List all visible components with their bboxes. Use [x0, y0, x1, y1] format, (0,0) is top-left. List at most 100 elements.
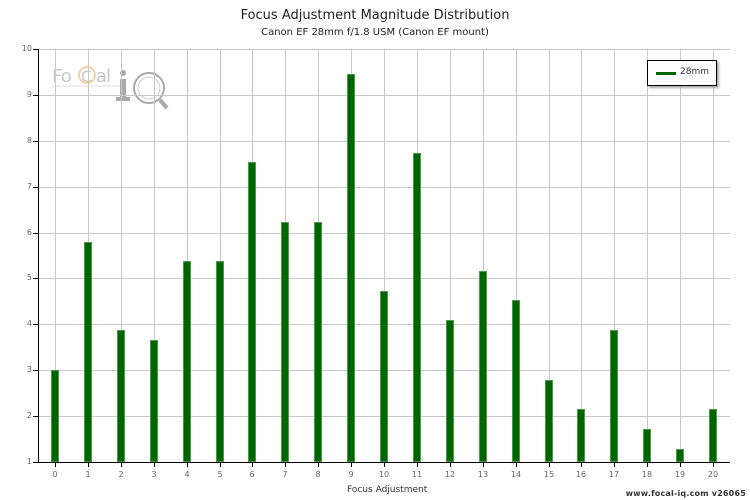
x-tick: [614, 462, 615, 467]
y-tick-label: 5: [26, 273, 32, 282]
x-tick: [318, 462, 319, 467]
grid-line-v: [450, 49, 451, 462]
bar-2[interactable]: [117, 330, 125, 462]
y-tick-label: 8: [26, 136, 32, 145]
svg-text:C: C: [81, 67, 92, 86]
y-tick-label: 10: [21, 44, 32, 53]
grid-line-v: [55, 49, 56, 462]
x-tick: [450, 462, 451, 467]
bar-8[interactable]: [314, 222, 322, 462]
x-tick: [549, 462, 550, 467]
x-tick-label: 5: [217, 470, 223, 479]
x-tick: [252, 462, 253, 467]
x-tick: [713, 462, 714, 467]
grid-line-v: [549, 49, 550, 462]
x-tick-label: 10: [378, 470, 390, 479]
x-tick: [154, 462, 155, 467]
grid-line-v: [384, 49, 385, 462]
bar-10[interactable]: [380, 291, 388, 462]
bar-20[interactable]: [709, 409, 717, 462]
bar-14[interactable]: [512, 300, 520, 462]
bar-11[interactable]: [413, 153, 421, 462]
y-tick: [33, 278, 38, 279]
x-tick-label: 18: [641, 470, 653, 479]
y-tick-label: 7: [26, 182, 32, 191]
x-tick: [88, 462, 89, 467]
grid-line-v: [581, 49, 582, 462]
y-tick-label: 3: [26, 365, 32, 374]
bar-7[interactable]: [281, 222, 289, 462]
x-tick: [187, 462, 188, 467]
y-tick: [33, 462, 38, 463]
bar-5[interactable]: [216, 261, 224, 462]
y-tick: [33, 370, 38, 371]
bar-17[interactable]: [610, 330, 618, 462]
grid-line-v: [680, 49, 681, 462]
x-tick-label: 16: [575, 470, 587, 479]
x-tick-label: 19: [674, 470, 686, 479]
chart-title: Focus Adjustment Magnitude Distribution: [240, 8, 510, 23]
x-tick-label: 4: [184, 470, 190, 479]
y-tick: [33, 416, 38, 417]
x-tick-label: 3: [151, 470, 157, 479]
y-tick: [33, 233, 38, 234]
x-tick-label: 11: [411, 470, 423, 479]
svg-text:Fo: Fo: [52, 66, 72, 87]
grid-line-v: [220, 49, 221, 462]
svg-text:al: al: [96, 66, 110, 87]
x-tick-label: 12: [444, 470, 456, 479]
x-tick: [581, 462, 582, 467]
grid-line-v: [121, 49, 122, 462]
bar-12[interactable]: [446, 320, 454, 462]
grid-line-v: [516, 49, 517, 462]
x-tick: [285, 462, 286, 467]
x-tick-label: 20: [707, 470, 719, 479]
x-tick-label: 13: [477, 470, 489, 479]
grid-line-v: [483, 49, 484, 462]
grid-line-v: [187, 49, 188, 462]
x-tick-label: 9: [348, 470, 354, 479]
grid-line-v: [154, 49, 155, 462]
legend-swatch-28mm: [656, 72, 676, 75]
plot-area: 1 2 3 4 5 6 7 8 9 10 0 1 2 3 4 5 6 7 8 9 10 11 12 13 14 15 16 17 18 1…: [22, 44, 730, 479]
x-tick-label: 1: [85, 470, 91, 479]
y-tick-label: 9: [26, 90, 32, 99]
x-tick-label: 7: [282, 470, 288, 479]
bar-4[interactable]: [183, 261, 191, 462]
x-tick: [483, 462, 484, 467]
bar-15[interactable]: [545, 380, 553, 462]
y-tick-label: 4: [26, 319, 32, 328]
x-tick: [384, 462, 385, 467]
y-axis-line: [38, 49, 39, 463]
legend-label-28mm: 28mm: [680, 67, 709, 77]
x-tick-label: 6: [249, 470, 255, 479]
bar-6[interactable]: [248, 162, 256, 462]
x-tick-label: 15: [543, 470, 555, 479]
grid-line-v: [713, 49, 714, 462]
bar-0[interactable]: [51, 370, 59, 462]
legend: 28mm: [647, 60, 717, 86]
bar-9[interactable]: [347, 74, 355, 462]
x-axis-line: [38, 462, 730, 463]
bar-3[interactable]: [150, 340, 158, 462]
y-tick-label: 2: [26, 411, 32, 420]
x-tick-label: 2: [118, 470, 124, 479]
chart-subtitle: Canon EF 28mm f/1.8 USM (Canon EF mount): [261, 27, 489, 38]
y-tick-label: 6: [26, 228, 32, 237]
x-tick: [121, 462, 122, 467]
bar-16[interactable]: [577, 409, 585, 462]
y-tick: [33, 187, 38, 188]
y-tick: [33, 49, 38, 50]
y-tick: [33, 95, 38, 96]
bar-1[interactable]: [84, 242, 92, 462]
x-tick-label: 0: [52, 470, 58, 479]
x-tick: [680, 462, 681, 467]
grid-line-v: [647, 49, 648, 462]
grid-line-v: [614, 49, 615, 462]
footer-watermark: www.focal-iq.com v26065: [625, 489, 746, 498]
bar-13[interactable]: [479, 271, 487, 462]
bar-19[interactable]: [676, 449, 684, 462]
bar-18[interactable]: [643, 429, 651, 462]
x-tick-label: 8: [315, 470, 321, 479]
x-tick: [220, 462, 221, 467]
